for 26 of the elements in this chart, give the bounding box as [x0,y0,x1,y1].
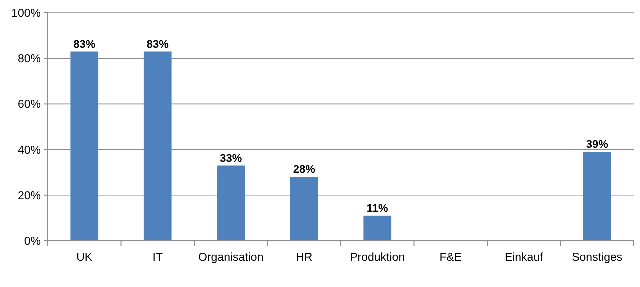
data-label: 28% [293,164,316,176]
x-tick-label: Sonstiges [572,252,623,264]
data-label: 83% [74,38,96,51]
bar [217,166,246,241]
y-tick-label: 100% [12,8,41,20]
y-tick-label: 20% [18,190,41,202]
y-tick-label: 80% [18,54,41,66]
x-tick-label: Produktion [350,252,406,264]
bar [290,177,318,241]
x-tick-label: IT [152,252,163,264]
y-tick-label: 40% [18,144,41,157]
x-tick-label: Einkauf [504,252,544,264]
x-tick-label: UK [76,252,93,264]
bar [583,152,612,241]
x-tick-label: Organisation [198,252,264,264]
bar [144,52,172,241]
x-tick-label: F&E [440,252,462,264]
data-label: 83% [146,38,170,51]
y-tick-label: 0% [24,236,41,248]
bar [70,52,99,241]
data-label: 33% [220,152,242,165]
data-label: 11% [366,202,389,215]
x-tick-label: HR [296,252,313,264]
data-label: 39% [586,139,609,152]
bar [364,216,392,241]
y-tick-label: 60% [18,99,41,112]
